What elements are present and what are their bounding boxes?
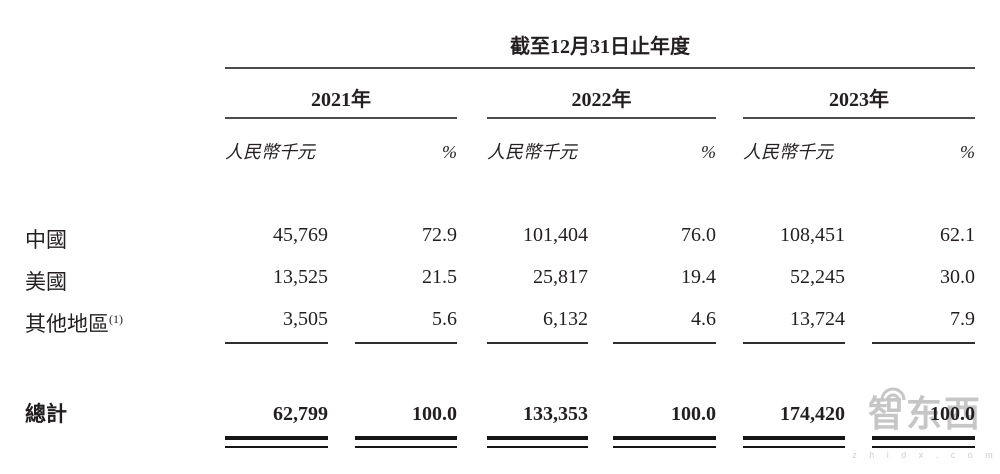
year-rule-2021	[225, 117, 457, 119]
column-subtotal-rule	[613, 342, 716, 344]
footnote-marker: (1)	[109, 312, 123, 326]
percent-column-header: %	[701, 142, 716, 162]
total-double-rule	[613, 436, 716, 448]
column-subtotal-rule	[872, 342, 975, 344]
value-cell: 72.9	[422, 224, 457, 246]
year-header-2023: 2023年	[829, 89, 889, 111]
total-double-rule	[225, 436, 328, 448]
total-double-rule	[487, 436, 588, 448]
amount-column-header: 人民幣千元	[225, 142, 315, 162]
value-cell: 6,132	[543, 308, 588, 330]
antenna-signal-icon	[880, 387, 906, 402]
value-cell: 76.0	[681, 224, 716, 246]
column-subtotal-rule	[487, 342, 588, 344]
period-header-rule	[225, 67, 975, 69]
value-cell: 108,451	[780, 224, 845, 246]
total-double-rule	[743, 436, 845, 448]
total-value-cell: 174,420	[780, 403, 845, 425]
watermark-url-text: z h i d x . c o m	[852, 450, 998, 460]
column-subtotal-rule	[355, 342, 457, 344]
value-cell: 19.4	[681, 266, 716, 288]
percent-column-header: %	[442, 142, 457, 162]
total-value-cell: 100.0	[412, 403, 457, 425]
total-double-rule	[355, 436, 457, 448]
total-value-cell: 62,799	[273, 403, 328, 425]
value-cell: 25,817	[533, 266, 588, 288]
amount-column-header: 人民幣千元	[487, 142, 577, 162]
row-label-total: 總計	[25, 402, 67, 426]
total-value-cell: 133,353	[523, 403, 588, 425]
value-cell: 3,505	[283, 308, 328, 330]
value-cell: 4.6	[691, 308, 716, 330]
row-label-other-regions: 其他地區(1)	[25, 312, 123, 336]
column-subtotal-rule	[225, 342, 328, 344]
row-label-usa: 美國	[25, 270, 67, 294]
total-value-cell: 100.0	[930, 403, 975, 425]
value-cell: 5.6	[432, 308, 457, 330]
column-subtotal-rule	[743, 342, 845, 344]
amount-column-header: 人民幣千元	[743, 142, 833, 162]
period-header: 截至12月31日止年度	[510, 36, 690, 58]
year-rule-2023	[743, 117, 975, 119]
percent-column-header: %	[960, 142, 975, 162]
year-rule-2022	[487, 117, 716, 119]
value-cell: 21.5	[422, 266, 457, 288]
value-cell: 62.1	[940, 224, 975, 246]
value-cell: 30.0	[940, 266, 975, 288]
year-header-2021: 2021年	[311, 89, 371, 111]
value-cell: 52,245	[790, 266, 845, 288]
value-cell: 13,724	[790, 308, 845, 330]
value-cell: 13,525	[273, 266, 328, 288]
value-cell: 101,404	[523, 224, 588, 246]
value-cell: 45,769	[273, 224, 328, 246]
total-value-cell: 100.0	[671, 403, 716, 425]
value-cell: 7.9	[950, 308, 975, 330]
year-header-2022: 2022年	[571, 89, 632, 111]
row-label-china: 中國	[25, 228, 67, 252]
total-double-rule	[872, 436, 975, 448]
zhidx-watermark: 智东西 z h i d x . c o m	[850, 387, 1000, 460]
